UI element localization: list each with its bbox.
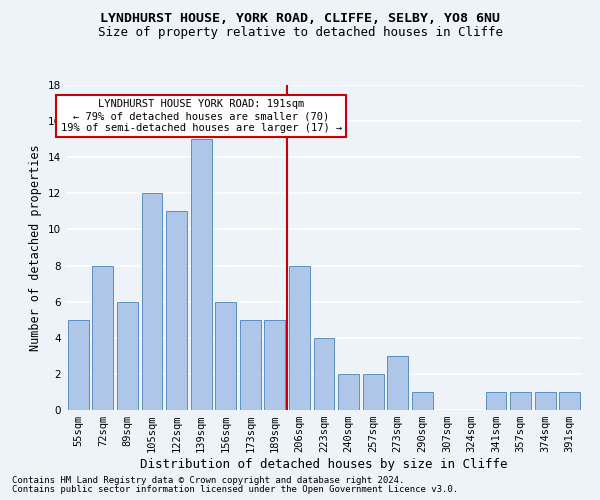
Text: Contains public sector information licensed under the Open Government Licence v3: Contains public sector information licen…	[12, 485, 458, 494]
Bar	[535, 392, 556, 410]
Y-axis label: Number of detached properties: Number of detached properties	[29, 144, 43, 351]
Bar	[215, 302, 236, 410]
Bar	[314, 338, 334, 410]
Bar	[338, 374, 359, 410]
Bar	[265, 320, 286, 410]
Bar	[166, 212, 187, 410]
Bar	[92, 266, 113, 410]
Bar	[412, 392, 433, 410]
Bar	[68, 320, 89, 410]
Bar	[117, 302, 138, 410]
Bar	[289, 266, 310, 410]
Bar	[142, 194, 163, 410]
Bar	[191, 139, 212, 410]
Text: Contains HM Land Registry data © Crown copyright and database right 2024.: Contains HM Land Registry data © Crown c…	[12, 476, 404, 485]
X-axis label: Distribution of detached houses by size in Cliffe: Distribution of detached houses by size …	[140, 458, 508, 471]
Bar	[387, 356, 408, 410]
Bar	[559, 392, 580, 410]
Bar	[510, 392, 531, 410]
Text: LYNDHURST HOUSE YORK ROAD: 191sqm
← 79% of detached houses are smaller (70)
19% : LYNDHURST HOUSE YORK ROAD: 191sqm ← 79% …	[61, 100, 342, 132]
Bar	[485, 392, 506, 410]
Bar	[240, 320, 261, 410]
Bar	[362, 374, 383, 410]
Text: Size of property relative to detached houses in Cliffe: Size of property relative to detached ho…	[97, 26, 503, 39]
Text: LYNDHURST HOUSE, YORK ROAD, CLIFFE, SELBY, YO8 6NU: LYNDHURST HOUSE, YORK ROAD, CLIFFE, SELB…	[100, 12, 500, 26]
